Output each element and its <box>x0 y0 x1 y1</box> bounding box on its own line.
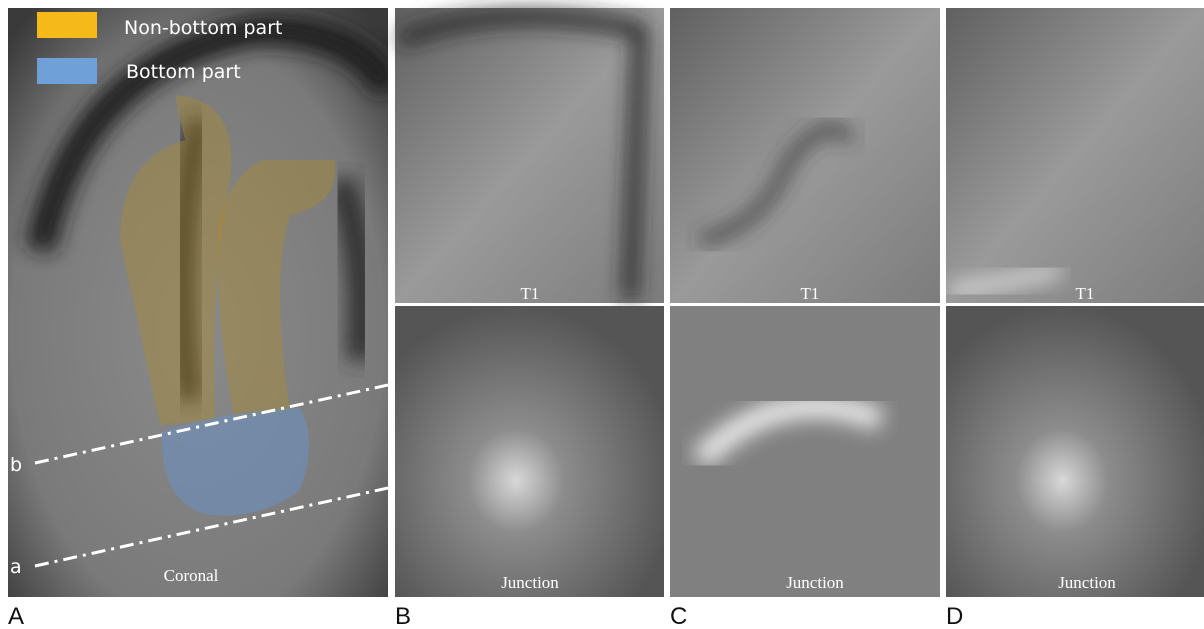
panel-caption: Junction <box>1058 573 1116 592</box>
panel-caption: T1 <box>801 284 820 303</box>
line-label: a <box>10 556 22 578</box>
panel-letter: C <box>670 603 687 629</box>
panel-letter: D <box>946 603 963 629</box>
panel-caption: Junction <box>786 573 844 592</box>
panel-caption: T1 <box>521 284 540 303</box>
panel-a-image <box>8 8 388 597</box>
panel-caption: Coronal <box>164 566 219 585</box>
panel-caption: T1 <box>1076 284 1095 303</box>
figure: Non-bottom part Bottom part b a Coronal … <box>0 0 1204 629</box>
panel-caption: Junction <box>501 573 559 592</box>
panel-letter: A <box>8 603 24 629</box>
line-label: b <box>10 454 22 476</box>
legend-swatch <box>37 12 97 38</box>
legend-label: Bottom part <box>126 61 241 83</box>
panel-letter: B <box>395 603 411 629</box>
legend-swatch <box>37 58 97 84</box>
legend-label: Non-bottom part <box>124 17 282 39</box>
